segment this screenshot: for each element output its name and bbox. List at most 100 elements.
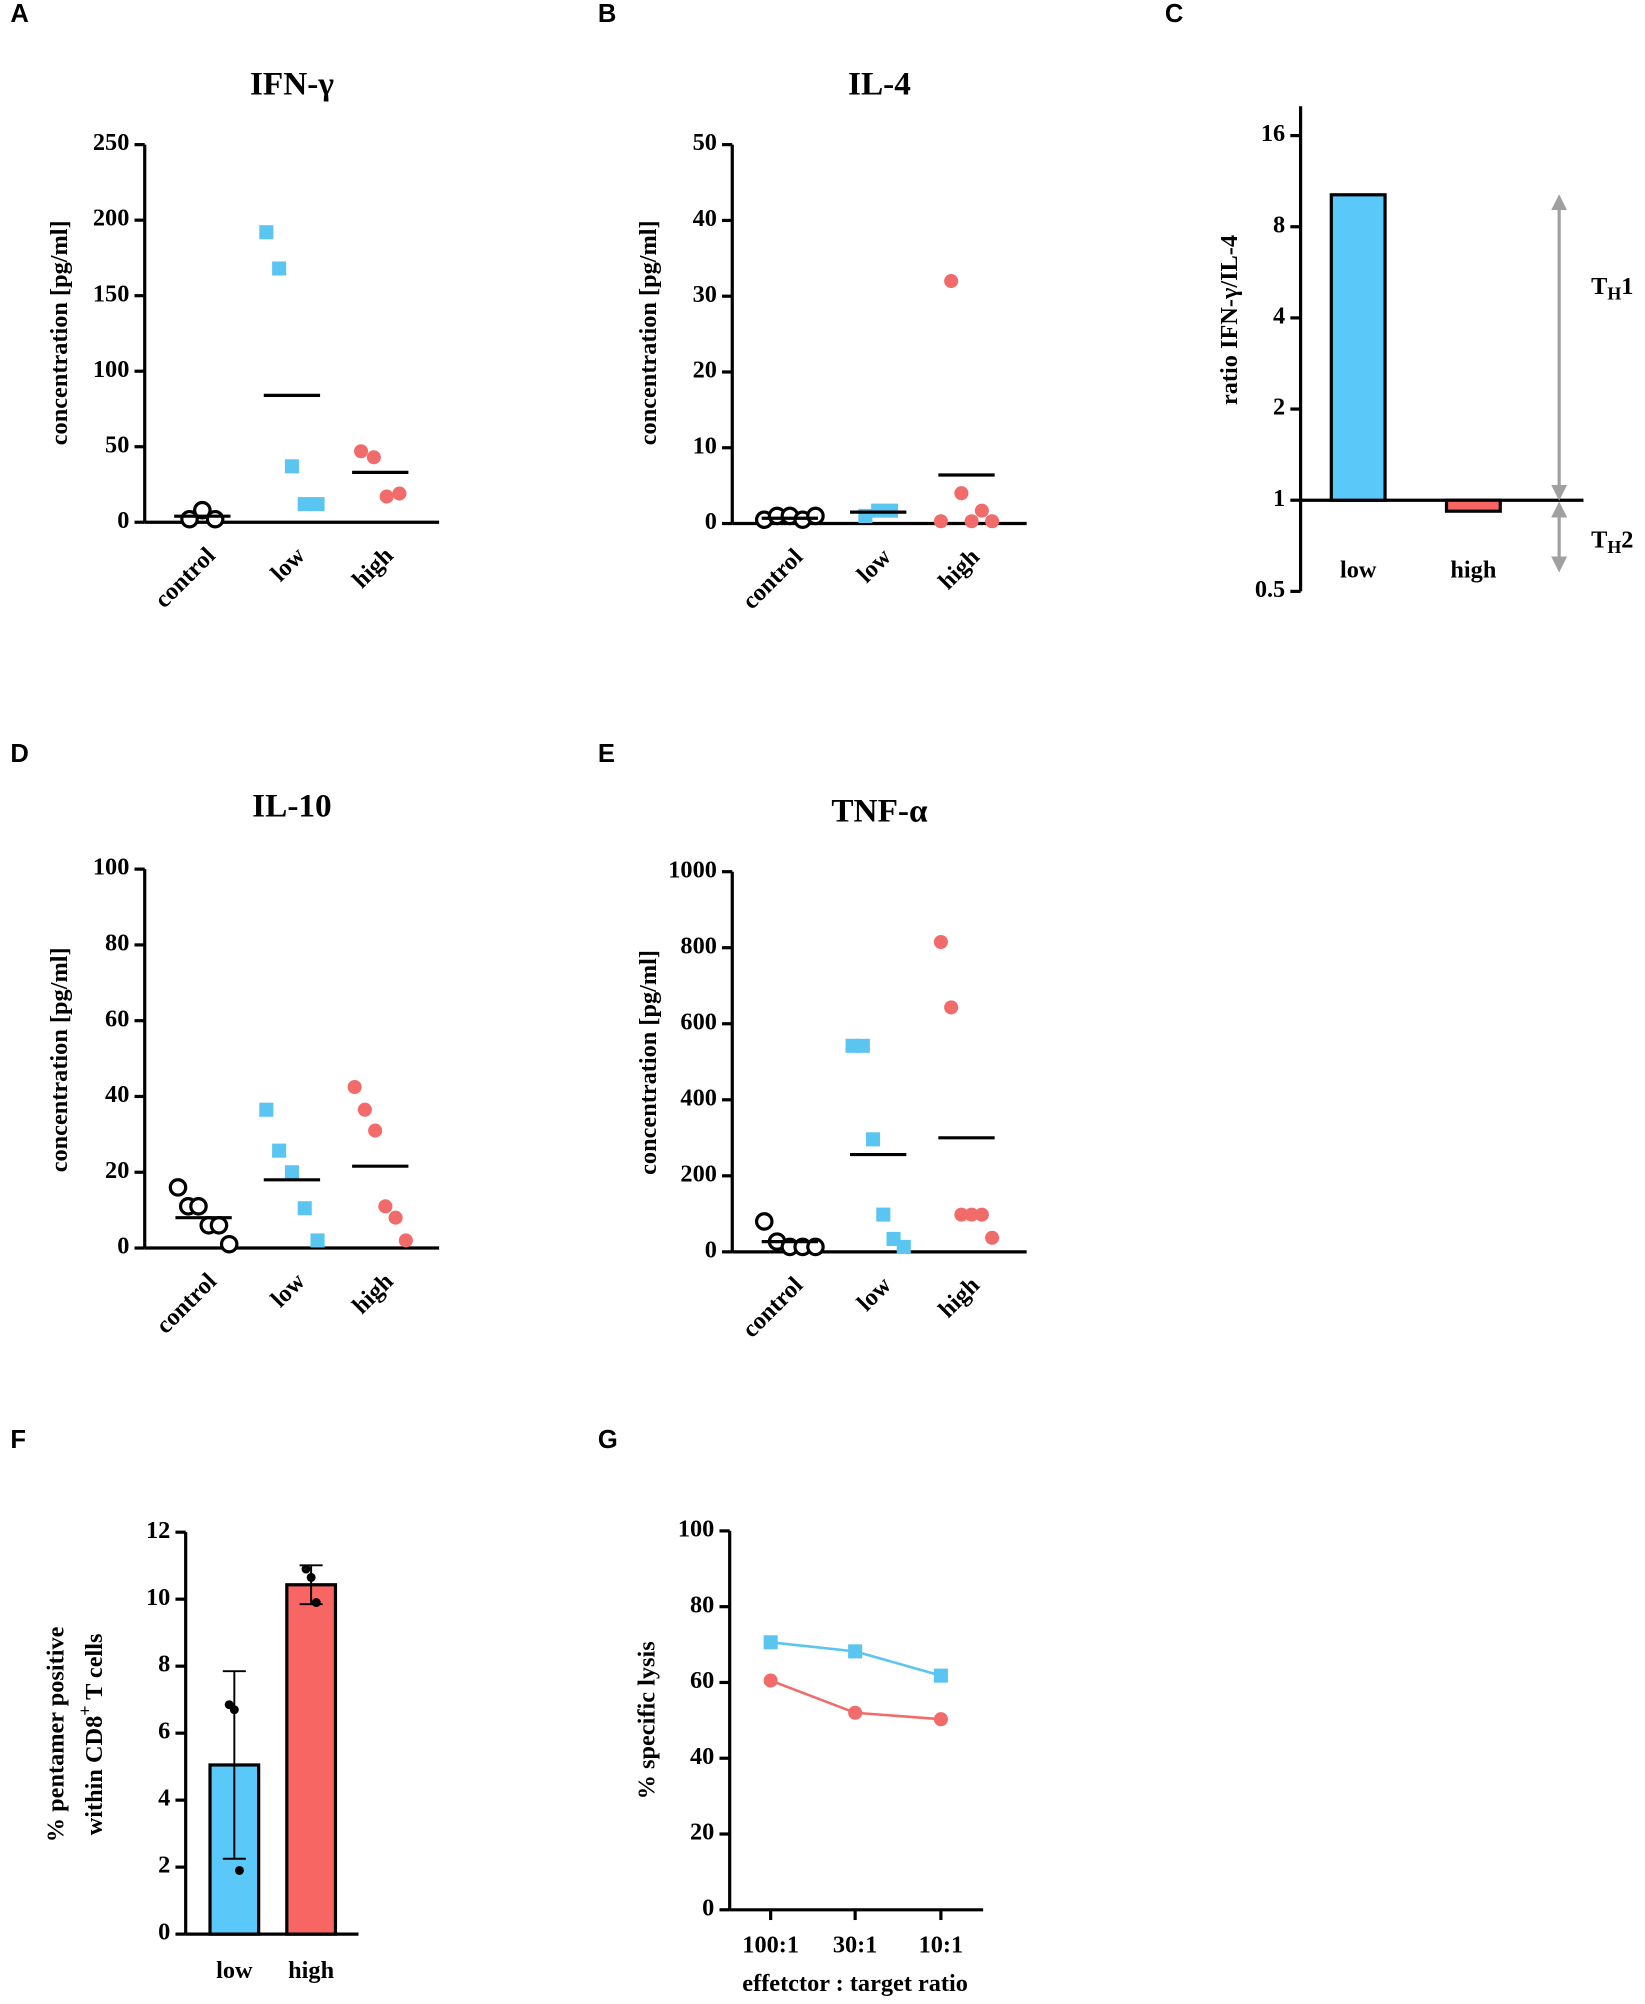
y-axis-label: within CD8+ T cells xyxy=(75,1634,107,1836)
annotation-tail: 1 xyxy=(1621,273,1633,300)
y-tick-label: 250 xyxy=(93,129,129,156)
x-tick-label: low xyxy=(852,543,897,588)
x-tick-label: 10:1 xyxy=(919,1931,964,1958)
point xyxy=(848,1644,863,1659)
point xyxy=(933,934,948,950)
y-tick-label: 200 xyxy=(93,205,129,232)
x-tick-label: low xyxy=(852,1271,897,1316)
panel-letter: E xyxy=(598,740,615,768)
y-tick-label: 200 xyxy=(680,1160,716,1187)
x-tick-label: control xyxy=(151,1268,222,1339)
x-tick-label: high xyxy=(288,1957,334,1984)
x-tick-label: 30:1 xyxy=(833,1931,878,1958)
y-tick-label: 80 xyxy=(690,1591,714,1618)
y-axis-label: concentration [pg/ml] xyxy=(635,220,662,445)
y-tick-label: 30 xyxy=(693,281,717,308)
x-tick-label: low xyxy=(216,1957,253,1984)
y-tick-label: 8 xyxy=(158,1651,170,1678)
point xyxy=(306,1572,316,1582)
y-tick-label: 6 xyxy=(158,1718,170,1745)
point xyxy=(379,489,394,504)
annotation-main: T xyxy=(1591,273,1607,300)
point xyxy=(855,1038,870,1053)
chart-title: TNF-α xyxy=(831,793,928,830)
x-tick-label: low xyxy=(265,1268,310,1313)
y-tick-label: 0.5 xyxy=(1255,576,1285,603)
point xyxy=(259,225,274,240)
point xyxy=(310,497,325,512)
point xyxy=(944,1000,959,1015)
point xyxy=(311,1598,321,1608)
annotation: TH1 xyxy=(1591,273,1633,304)
x-tick-label: 100:1 xyxy=(742,1931,799,1958)
point xyxy=(985,1230,1000,1245)
point xyxy=(933,1668,948,1683)
bar xyxy=(285,1583,338,1936)
y-tick-label: 150 xyxy=(93,280,129,307)
y-axis-label: concentration [pg/ml] xyxy=(635,950,662,1175)
chart-title: IFN-γ xyxy=(250,66,334,103)
point xyxy=(754,1212,774,1231)
y-tick-label: 10 xyxy=(693,432,717,459)
annotation: TH2 xyxy=(1591,526,1633,557)
x-tick-label: high xyxy=(933,1271,985,1323)
y-tick-label: 1 xyxy=(1273,485,1285,512)
point xyxy=(310,1233,325,1248)
y-axis-label: ratio IFN-γ/IL-4 xyxy=(1216,235,1243,405)
y-tick-label: 20 xyxy=(690,1819,714,1846)
point xyxy=(392,486,407,501)
x-tick-label: high xyxy=(347,542,399,594)
point xyxy=(974,503,989,518)
y-tick-label: 50 xyxy=(105,431,129,458)
y-tick-label: 4 xyxy=(1273,302,1285,329)
y-tick-label: 12 xyxy=(146,1517,170,1544)
point xyxy=(168,1178,188,1197)
panel-letter: A xyxy=(10,0,28,28)
point xyxy=(933,1712,948,1727)
y-axis-label-sup: + xyxy=(75,1706,95,1716)
panel: B IL-4 0 10 20 30 40 50 concentration [pg/ml] con… xyxy=(598,0,1027,615)
y-tick-label: 0 xyxy=(705,1236,717,1263)
panel: E TNF-α 0 200 400 600 800 1000 concentration [pg… xyxy=(598,740,1027,1343)
y-tick-label: 0 xyxy=(117,1233,129,1260)
y-tick-label: 4 xyxy=(158,1785,170,1812)
point xyxy=(896,1239,911,1254)
point xyxy=(272,261,287,276)
x-tick-label: low xyxy=(265,542,310,587)
y-tick-label: 8 xyxy=(1273,211,1285,238)
point xyxy=(209,1216,229,1235)
y-tick-label: 100 xyxy=(93,854,129,881)
point xyxy=(354,444,369,459)
y-tick-label: 0 xyxy=(117,507,129,534)
y-tick-label: 50 xyxy=(693,129,717,156)
panel-letter: B xyxy=(598,0,616,28)
y-tick-label: 600 xyxy=(680,1008,716,1035)
y-tick-label: 1000 xyxy=(668,856,717,883)
y-tick-label: 80 xyxy=(105,929,129,956)
annotation-sub: H xyxy=(1607,284,1621,304)
point xyxy=(944,274,959,289)
x-tick-label: control xyxy=(149,542,220,613)
y-axis-label-tail: T cells xyxy=(81,1634,108,1706)
point xyxy=(272,1143,287,1158)
y-tick-label: 800 xyxy=(680,932,716,959)
y-axis-label: concentration [pg/ml] xyxy=(46,947,73,1172)
point xyxy=(297,497,312,512)
panel-letter: D xyxy=(10,740,28,768)
point xyxy=(974,1207,989,1222)
point xyxy=(954,1207,969,1222)
annotation-sub: H xyxy=(1607,537,1621,557)
point xyxy=(876,1207,891,1222)
y-tick-label: 16 xyxy=(1261,120,1285,147)
panel: G 0 20 40 60 80 100 % specific lysis 100:1 30:1 10… xyxy=(598,1426,984,1997)
x-tick-label: high xyxy=(933,543,985,595)
point xyxy=(398,1233,413,1248)
y-axis-label-main: within CD8 xyxy=(81,1716,108,1836)
point xyxy=(301,1564,311,1574)
point xyxy=(259,1102,274,1117)
point xyxy=(763,1673,778,1688)
y-tick-label: 2 xyxy=(158,1852,170,1879)
point xyxy=(933,514,948,529)
point xyxy=(297,1201,312,1216)
